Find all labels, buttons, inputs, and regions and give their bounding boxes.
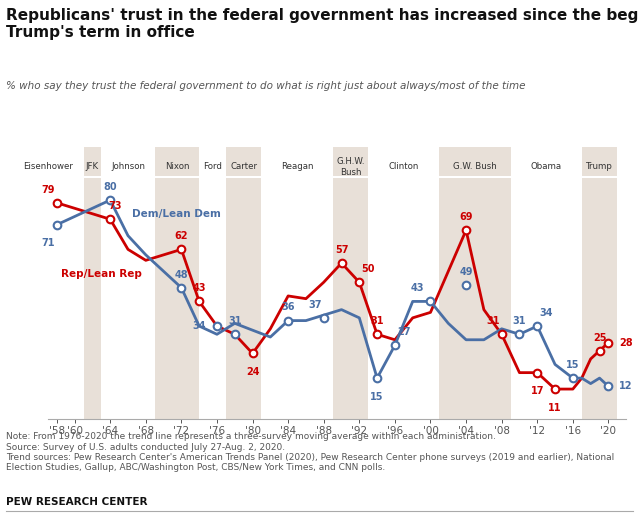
Text: Nixon: Nixon (165, 162, 189, 171)
Text: 31: 31 (228, 316, 242, 326)
Text: 15: 15 (371, 392, 384, 402)
Bar (84, 178, 102, 419)
Text: Johnson: Johnson (111, 162, 145, 171)
Text: 73: 73 (108, 201, 121, 211)
Bar (226, 178, 261, 419)
Text: G.W. Bush: G.W. Bush (453, 162, 497, 171)
Bar (155, 178, 199, 419)
Text: 43: 43 (410, 283, 424, 293)
Bar (581, 178, 617, 419)
Text: 34: 34 (539, 308, 553, 318)
Text: 50: 50 (362, 264, 375, 274)
Text: 34: 34 (193, 321, 206, 331)
Text: 79: 79 (41, 184, 55, 194)
Text: Eisenhower: Eisenhower (23, 162, 73, 171)
Text: 31: 31 (512, 316, 526, 326)
Text: Dem/Lean Dem: Dem/Lean Dem (132, 209, 221, 219)
Text: Republicans' trust in the federal government has increased since the beginning o: Republicans' trust in the federal govern… (6, 8, 639, 40)
Text: Rep/Lean Rep: Rep/Lean Rep (61, 269, 142, 279)
Text: 31: 31 (371, 316, 384, 326)
Text: % who say they trust the federal government to do what is right just about alway: % who say they trust the federal governm… (6, 81, 526, 91)
Text: 49: 49 (459, 267, 473, 277)
Text: Clinton: Clinton (389, 162, 419, 171)
Text: 17: 17 (530, 386, 544, 396)
Text: 48: 48 (174, 269, 189, 279)
Text: G.H.W.
Bush: G.H.W. Bush (336, 157, 365, 177)
Text: 27: 27 (397, 327, 410, 337)
Text: Ford: Ford (203, 162, 222, 171)
Bar (333, 178, 368, 419)
Text: Carter: Carter (230, 162, 257, 171)
Bar (155, 147, 199, 176)
Text: 15: 15 (566, 360, 580, 370)
Text: 71: 71 (41, 238, 55, 248)
Text: 43: 43 (192, 283, 206, 293)
Text: 36: 36 (281, 302, 295, 312)
Bar (226, 147, 261, 176)
Bar (440, 178, 511, 419)
Text: PEW RESEARCH CENTER: PEW RESEARCH CENTER (6, 497, 148, 507)
Text: 37: 37 (308, 300, 321, 310)
Text: 80: 80 (104, 182, 117, 192)
Text: 28: 28 (619, 337, 633, 347)
Text: JFK: JFK (86, 162, 99, 171)
Text: Reagan: Reagan (281, 162, 313, 171)
Bar (84, 147, 102, 176)
Bar (333, 147, 368, 176)
Text: 69: 69 (459, 212, 473, 222)
Text: 31: 31 (486, 316, 500, 326)
Text: Note: From 1976-2020 the trend line represents a three-survey moving average wit: Note: From 1976-2020 the trend line repr… (6, 432, 615, 473)
Bar (440, 147, 511, 176)
Text: 24: 24 (246, 367, 259, 377)
Text: 11: 11 (548, 403, 562, 413)
Text: Obama: Obama (530, 162, 562, 171)
Text: 12: 12 (619, 381, 633, 391)
Text: 57: 57 (335, 245, 348, 255)
Bar (581, 147, 617, 176)
Text: 25: 25 (593, 333, 606, 343)
Text: Trump: Trump (586, 162, 613, 171)
Text: 62: 62 (174, 231, 188, 241)
